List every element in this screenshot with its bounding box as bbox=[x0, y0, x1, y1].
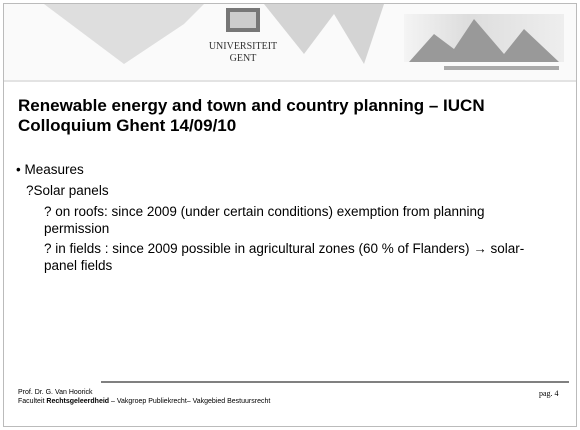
footer-text: – Vakgroep Publiekrecht– Vakgebied Bestu… bbox=[111, 398, 270, 405]
footer-text: Faculteit bbox=[18, 398, 44, 405]
page-number: pag. 4 bbox=[539, 389, 559, 398]
slide: UNIVERSITEIT GENT Renewable energy and t… bbox=[3, 3, 577, 427]
page: UNIVERSITEIT GENT Renewable energy and t… bbox=[0, 0, 580, 430]
footer-faculty: Faculteit Rechtsgeleerdheid – Vakgroep P… bbox=[18, 398, 270, 405]
footer-rule bbox=[4, 4, 576, 426]
footer-text: Rechtsgeleerdheid bbox=[46, 398, 109, 405]
footer-author: Prof. Dr. G. Van Hoorick bbox=[18, 389, 93, 396]
